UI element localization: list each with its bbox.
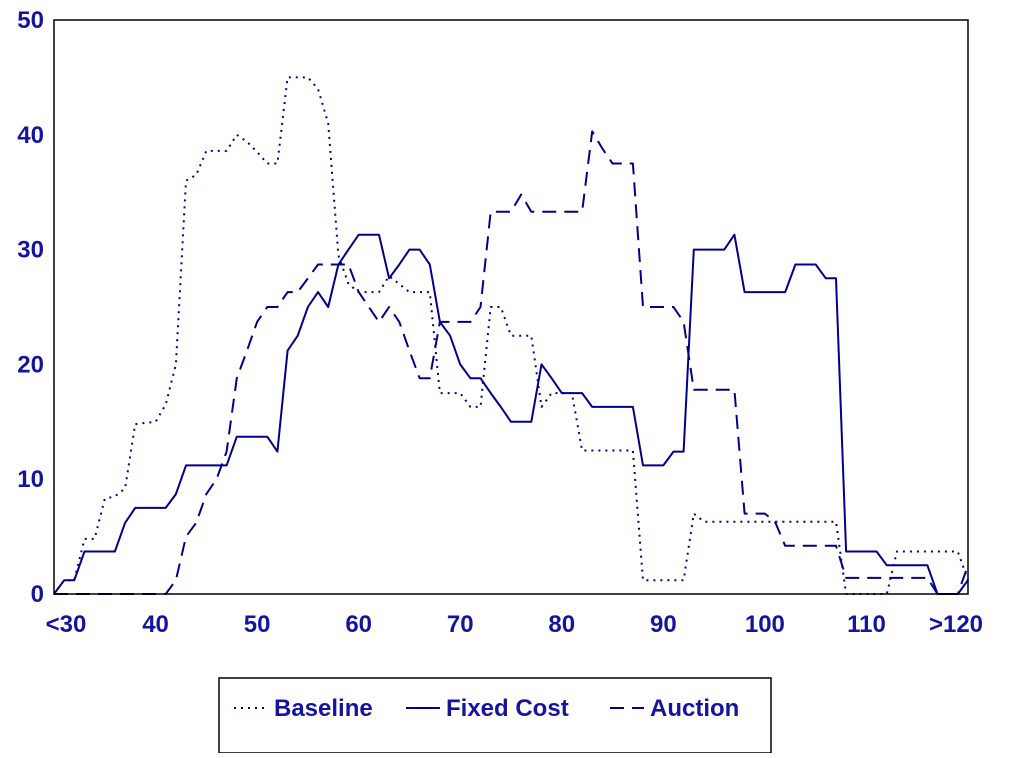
x-tick-label: 110 bbox=[847, 611, 886, 638]
y-tick-label: 20 bbox=[17, 351, 44, 378]
x-tick-label: 50 bbox=[244, 611, 271, 638]
legend-item-auction: Auction bbox=[610, 695, 739, 722]
legend-label: Baseline bbox=[274, 695, 373, 722]
plot-area-frame bbox=[53, 19, 969, 595]
y-tick-label: 0 bbox=[31, 581, 44, 608]
legend-label: Auction bbox=[650, 695, 739, 722]
y-tick-label: 10 bbox=[17, 466, 44, 493]
legend-item-fixed-cost: Fixed Cost bbox=[406, 695, 569, 722]
x-tick-label: 60 bbox=[345, 611, 372, 638]
legend-item-baseline: Baseline bbox=[234, 695, 373, 722]
series-line-auction bbox=[54, 130, 969, 595]
series-layer bbox=[53, 76, 969, 595]
x-tick-label: <30 bbox=[46, 611, 87, 638]
x-tick-label: >120 bbox=[929, 611, 983, 638]
x-tick-label: 40 bbox=[142, 611, 169, 638]
y-axis-tick-labels: 0 10 20 30 40 50 bbox=[17, 7, 44, 608]
series-line-fixed-cost bbox=[53, 233, 969, 595]
legend: Baseline Fixed Cost Auction bbox=[218, 677, 772, 754]
y-tick-label: 50 bbox=[17, 7, 44, 34]
legend-label: Fixed Cost bbox=[446, 695, 569, 722]
x-tick-label: 80 bbox=[548, 611, 575, 638]
x-tick-label: 70 bbox=[447, 611, 474, 638]
y-tick-label: 40 bbox=[17, 122, 44, 149]
series-line-baseline bbox=[53, 76, 969, 595]
y-tick-label: 30 bbox=[17, 237, 44, 264]
x-tick-label: 100 bbox=[745, 611, 785, 638]
x-tick-label: 90 bbox=[650, 611, 677, 638]
legend-items: Baseline Fixed Cost Auction bbox=[234, 695, 739, 722]
x-axis-tick-labels: <30 40 50 60 70 80 90 100 110 >120 bbox=[46, 611, 983, 638]
